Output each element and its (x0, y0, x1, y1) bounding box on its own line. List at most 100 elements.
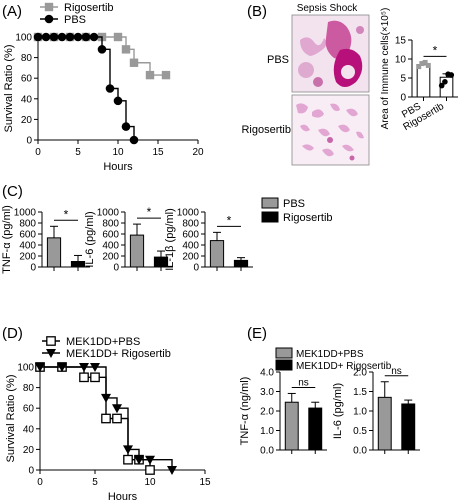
x-tick-label: 20 (192, 147, 204, 158)
y-axis-label: Survival Ratio (%) (3, 44, 15, 132)
data-point-1 (123, 445, 133, 455)
data-point (448, 72, 455, 78)
data-point (425, 62, 431, 68)
data-point-0 (123, 454, 133, 465)
data-point (416, 64, 422, 70)
data-point (438, 82, 445, 89)
y-tick-label: 1.0 (260, 426, 274, 437)
significance-label: * (64, 207, 69, 221)
panel-letter-e: (E) (247, 325, 267, 342)
y-tick-label: 200 (102, 252, 119, 263)
y-tick-label: 60 (23, 404, 35, 415)
data-point (422, 59, 428, 65)
legend-swatch (275, 347, 293, 359)
y-tick-label: 400 (19, 241, 36, 252)
data-point-1 (65, 32, 75, 42)
y-tick-label: 1.5 (353, 387, 367, 398)
x-axis-label: Hours (108, 491, 138, 500)
data-point-0 (101, 413, 111, 424)
y-tick-label: 1.0 (353, 407, 367, 418)
x-axis-label: Hours (103, 161, 133, 173)
significance-label: * (433, 43, 438, 57)
bar-1 (308, 407, 323, 451)
legend-label: Rigosertib (283, 212, 333, 224)
y-tick-label: 1000 (177, 208, 200, 219)
data-point-1 (89, 32, 99, 42)
y-tick-label: 4.0 (260, 368, 274, 379)
significance-label: ns (391, 366, 402, 377)
data-point-1 (134, 455, 144, 465)
y-tick-label: 20 (23, 445, 35, 456)
y-tick-label: 100 (17, 363, 34, 374)
x-tick-label: 10 (112, 147, 124, 158)
data-point-0 (79, 372, 89, 383)
panel-letter-d: (D) (2, 325, 23, 342)
il6-chart-e: 0.0 0.5 1.0 1.5 2.0 IL-6 (pg/ml) ns (332, 366, 420, 457)
data-point-1 (101, 393, 111, 403)
data-point-1 (145, 455, 155, 465)
data-point-1 (49, 32, 59, 42)
y-axis-label: TNF-α (ng/ml) (239, 377, 251, 446)
y-axis-label: Area of Immune cells(×10⁵) (380, 8, 391, 130)
series-line-1 (38, 36, 135, 140)
histology-title: Sepsis Shock (297, 3, 359, 14)
data-point-1 (167, 466, 177, 475)
y-tick-label: 2.0 (260, 407, 274, 418)
bar-0 (284, 401, 299, 451)
legend-swatch (261, 197, 279, 209)
y-tick-label: 10 (395, 55, 407, 66)
data-point-0 (112, 413, 122, 424)
y-tick-label: 0 (400, 93, 406, 104)
data-point-1 (57, 363, 67, 372)
x-tick-label: 0 (35, 147, 41, 158)
data-point-1 (90, 363, 100, 372)
data-point-1 (35, 363, 45, 372)
y-tick-label: 0 (30, 263, 36, 274)
y-tick-label: 3.0 (260, 387, 274, 398)
bar-0 (209, 240, 225, 268)
panel-letter-b: (B) (247, 3, 267, 20)
data-point (442, 79, 448, 85)
y-tick-label: 600 (102, 230, 119, 241)
y-tick-label: 1000 (97, 208, 120, 219)
y-axis-label: Survival Ratio (%) (5, 374, 17, 462)
bar-1 (401, 403, 416, 451)
y-tick-label: 400 (102, 241, 119, 252)
y-tick-label: 0.0 (260, 446, 274, 457)
bar-0 (129, 234, 145, 268)
x-tick-label: 5 (75, 147, 81, 158)
bar-1 (70, 261, 86, 268)
data-point-1 (112, 404, 122, 414)
survival-chart-d: 0 20 40 60 80 100 0 5 10 15 Hours Survival Ratio (%… (5, 336, 211, 500)
data-point-0 (145, 70, 155, 80)
data-point-1 (79, 363, 89, 372)
data-point-1 (105, 84, 115, 93)
y-tick-label: 60 (21, 74, 33, 85)
data-point-0 (90, 372, 100, 383)
series-line-0 (40, 366, 151, 470)
y-tick-label: 0.5 (353, 426, 367, 437)
y-tick-label: 80 (21, 53, 33, 64)
significance-label: * (227, 213, 232, 227)
legend-marker (44, 2, 54, 12)
histology-row-label-rigosertib: Rigosertib (241, 124, 291, 136)
bar-0 (46, 237, 62, 268)
panel-letter-c: (C) (2, 183, 23, 200)
x-tick-label: 15 (199, 477, 211, 488)
data-point-0 (121, 45, 131, 54)
histology-image-rigosertib (291, 94, 370, 166)
y-tick-label: 0 (193, 263, 199, 274)
data-point-0 (145, 465, 155, 475)
y-tick-label: 400 (182, 241, 199, 252)
legend-label: MEK1DD+ Rigosertib (296, 361, 392, 372)
legend-label: MEK1DD+ Rigosertib (66, 348, 171, 360)
y-tick-label: 0.0 (353, 446, 367, 457)
data-point-1 (129, 135, 139, 145)
y-tick-label: 600 (182, 230, 199, 241)
y-axis-label: TNF-α (pg/ml) (1, 205, 13, 274)
y-tick-label: 5 (400, 74, 406, 85)
x-tick-label: 5 (92, 477, 98, 488)
